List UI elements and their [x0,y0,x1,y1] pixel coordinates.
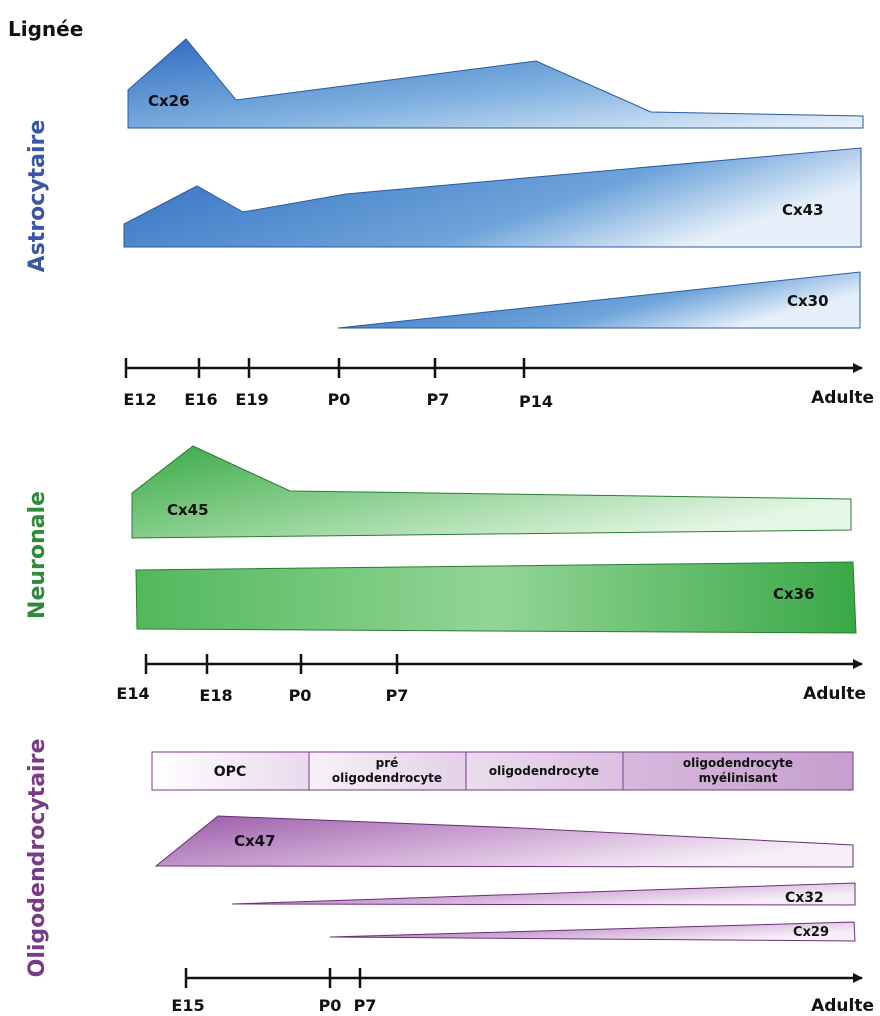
cx36-label: Cx36 [773,585,815,603]
cx32-shape [231,882,856,906]
oligo-tick-label: E15 [171,996,204,1015]
cx47-shape [154,815,854,868]
stage-pre-line2: oligodendrocyte [332,771,442,785]
cx30-shape [337,271,861,329]
oligo-lineage-label: Oligodendrocytaire [25,739,50,978]
oligo-tick-label: P7 [354,996,377,1015]
stage-opc: OPC [214,764,246,780]
astro-tick-label: E19 [235,390,268,409]
stage-oligo: oligodendrocyte [489,764,599,778]
cx26-label: Cx26 [148,92,190,110]
neuro-axis-end-label: Adulte [803,684,866,704]
astro-tick-label: E12 [123,390,156,409]
neuro-timeline [144,654,863,674]
astro-tick-label: P7 [427,390,450,409]
astro-tick-label: P0 [328,390,351,409]
astro-lineage-label: Astrocytaire [25,120,50,273]
neuro-tick-label: E18 [199,686,232,705]
astro-axis-end-label: Adulte [811,388,874,408]
cx45-label: Cx45 [167,501,209,519]
cx29-label: Cx29 [793,925,829,940]
neuro-lineage-label: Neuronale [25,491,50,619]
oligo-axis-end-label: Adulte [811,996,874,1016]
cx45-shape [131,445,852,539]
oligo-tick-label: P0 [319,996,342,1015]
stage-myel-line1: oligodendrocyte [683,756,793,770]
cx26-shape [127,38,864,129]
astro-tick-label: E16 [184,390,217,409]
cx47-label: Cx47 [234,832,276,850]
cx43-label: Cx43 [782,201,824,219]
astro-timeline [124,358,863,378]
stage-pre-line1: pré [376,756,399,770]
stage-myel-line2: myélinisant [699,771,778,785]
cx36-shape [135,561,857,634]
astro-tick-label: P14 [519,392,553,411]
cx43-shape [123,147,862,248]
neuro-tick-label: P0 [289,686,312,705]
neuro-tick-label: P7 [386,686,409,705]
oligo-timeline [184,968,863,988]
cx30-label: Cx30 [787,292,829,310]
stage-bar [151,751,854,791]
cx29-shape [329,921,856,942]
cx32-label: Cx32 [785,890,824,906]
neuro-tick-label: E14 [116,684,149,703]
diagram-title: Lignée [8,17,83,41]
